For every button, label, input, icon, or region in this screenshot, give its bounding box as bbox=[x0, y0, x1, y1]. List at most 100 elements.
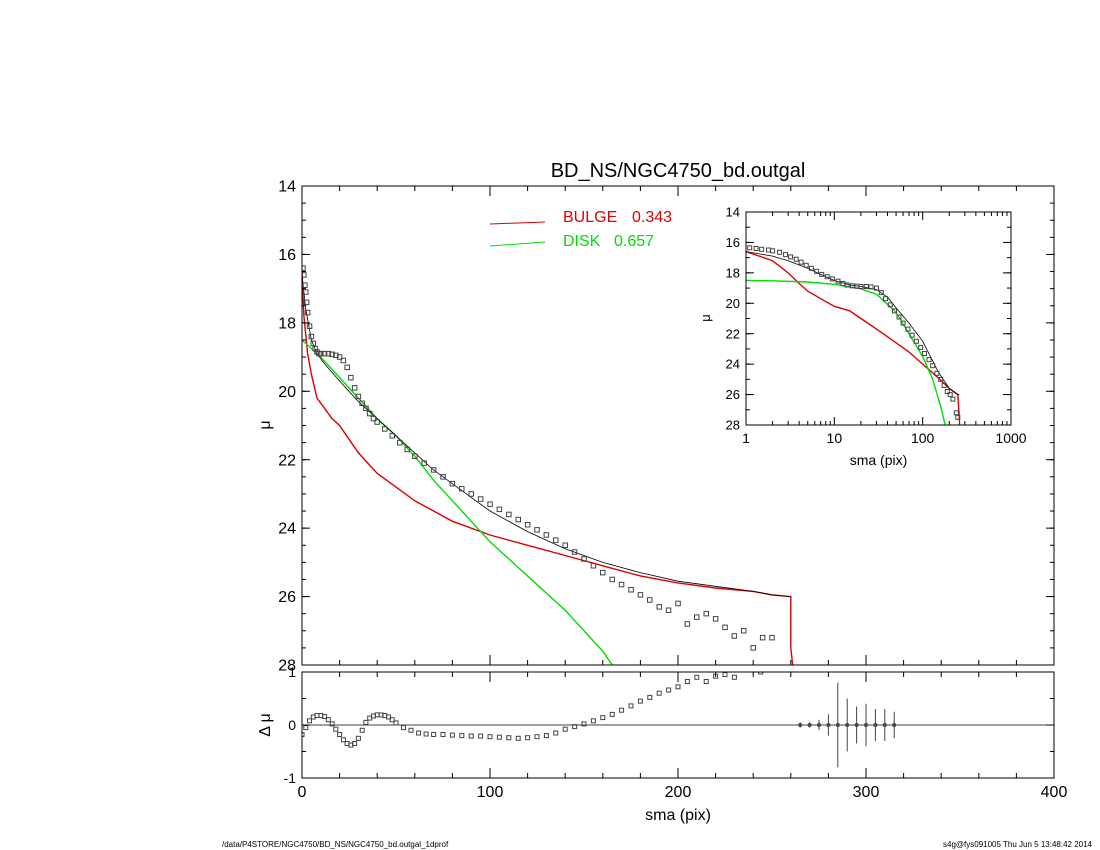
inset-data-point bbox=[824, 274, 830, 280]
main-ytick-label: 28 bbox=[278, 658, 296, 675]
resid-residual-point bbox=[722, 672, 728, 678]
legend-disk-line bbox=[489, 241, 546, 247]
inset-data-point bbox=[926, 357, 932, 363]
resid-residual-point bbox=[647, 694, 653, 700]
main-data-point bbox=[348, 374, 354, 381]
inset-background bbox=[746, 212, 1011, 425]
main-data-point bbox=[571, 549, 578, 555]
inset-data-point bbox=[934, 370, 940, 376]
resid-residual-point bbox=[393, 720, 399, 726]
resid-plot-area bbox=[302, 672, 897, 768]
resid-residual-point bbox=[337, 732, 343, 737]
main-data-point bbox=[318, 350, 324, 357]
main-data-point bbox=[302, 282, 308, 288]
resid-xtick-label: 200 bbox=[665, 784, 692, 801]
main-ytick-label: 20 bbox=[278, 384, 296, 401]
inset-data-point bbox=[950, 396, 956, 402]
inset-data-point bbox=[793, 256, 799, 262]
resid-residual-point bbox=[302, 732, 305, 737]
resid-residual-point bbox=[478, 733, 484, 739]
inset-data-point bbox=[808, 265, 814, 271]
inset-data-point bbox=[944, 389, 950, 394]
main-ytick-label: 22 bbox=[278, 452, 296, 469]
resid-residual-point bbox=[628, 703, 634, 709]
inset-data-point bbox=[783, 252, 788, 258]
legend-bulge-value: 0.343 bbox=[632, 209, 672, 226]
main-data-point bbox=[351, 385, 358, 391]
main-data-point bbox=[302, 265, 306, 271]
inset-data-point bbox=[909, 332, 915, 338]
main-disk-line bbox=[302, 339, 613, 665]
inset-data-point bbox=[759, 246, 765, 252]
main-data-point bbox=[359, 400, 365, 406]
inset-data-point bbox=[747, 245, 753, 251]
main-data-point bbox=[366, 410, 373, 417]
main-data-point bbox=[637, 592, 644, 598]
inset-ytick-label: 18 bbox=[726, 265, 740, 280]
main-data-point bbox=[562, 542, 568, 548]
inset-data-point bbox=[953, 410, 959, 416]
main-data-point bbox=[515, 516, 521, 523]
resid-residual-point bbox=[487, 734, 493, 740]
legend-disk-value: 0.657 bbox=[614, 233, 654, 250]
inset-data-point bbox=[798, 259, 804, 265]
resid-residual-point bbox=[459, 733, 465, 739]
inset-data-point bbox=[803, 262, 809, 268]
resid-residual-point bbox=[408, 727, 414, 733]
footer-timestamp: s4g@fys091005 Thu Jun 5 13:48:42 2014 bbox=[943, 840, 1092, 849]
resid-errorbar-point bbox=[807, 723, 812, 727]
resid-residual-point bbox=[619, 707, 625, 713]
resid-ytick-label: -1 bbox=[284, 770, 297, 786]
resid-xtick-label: 0 bbox=[298, 784, 307, 801]
main-ylabel: μ bbox=[257, 420, 274, 429]
inset-data-point bbox=[770, 248, 776, 254]
main-data-point bbox=[397, 439, 403, 446]
main-data-point bbox=[306, 323, 313, 329]
inset-data-point bbox=[874, 285, 879, 291]
resid-residual-point bbox=[355, 735, 361, 741]
inset-data-point bbox=[913, 338, 919, 344]
inset-data-point bbox=[844, 282, 850, 288]
resid-residual-point bbox=[333, 726, 339, 732]
inset-data-point bbox=[878, 290, 884, 296]
residual-ylabel: Δ μ bbox=[257, 713, 274, 736]
resid-xtick-label: 100 bbox=[477, 784, 504, 801]
main-data-point bbox=[303, 299, 310, 306]
resid-residual-point bbox=[322, 714, 328, 719]
main-data-point bbox=[310, 340, 316, 347]
inset-ytick-label: 14 bbox=[726, 205, 740, 220]
main-data-point bbox=[750, 645, 756, 651]
main-data-point bbox=[628, 587, 634, 593]
legend-bulge-line bbox=[489, 221, 546, 225]
inset-ytick-label: 26 bbox=[726, 387, 740, 402]
main-data-point bbox=[712, 616, 719, 622]
main-data-point bbox=[303, 289, 309, 295]
main-data-point bbox=[769, 634, 775, 641]
main-data-point bbox=[336, 354, 343, 360]
main-data-point bbox=[430, 467, 437, 473]
resid-residual-point bbox=[329, 721, 335, 727]
resid-residual-point bbox=[543, 733, 549, 739]
main-profile-panel: 14 16 18 20 22 24 26 28 μ bbox=[257, 179, 1055, 675]
inset-data-point bbox=[947, 392, 953, 398]
main-data-point bbox=[553, 537, 559, 543]
inset-data-point bbox=[938, 376, 944, 382]
resid-residual-point bbox=[758, 672, 764, 675]
main-data-point bbox=[647, 597, 653, 603]
main-data-point bbox=[477, 496, 484, 502]
main-data-point bbox=[333, 352, 339, 359]
resid-residual-point bbox=[431, 732, 437, 737]
inset-plot-area bbox=[746, 245, 961, 425]
main-data-point bbox=[656, 604, 662, 610]
inset-data-point bbox=[868, 284, 874, 290]
resid-residual-point bbox=[581, 721, 587, 727]
main-data-point bbox=[496, 506, 503, 513]
inset-data-point bbox=[883, 296, 888, 302]
main-data-point bbox=[374, 419, 380, 425]
inset-xtick-label: 1 bbox=[742, 430, 750, 446]
legend-bulge-label: BULGE bbox=[563, 209, 617, 226]
inset-data-point bbox=[777, 249, 783, 255]
main-data-point bbox=[344, 364, 350, 371]
